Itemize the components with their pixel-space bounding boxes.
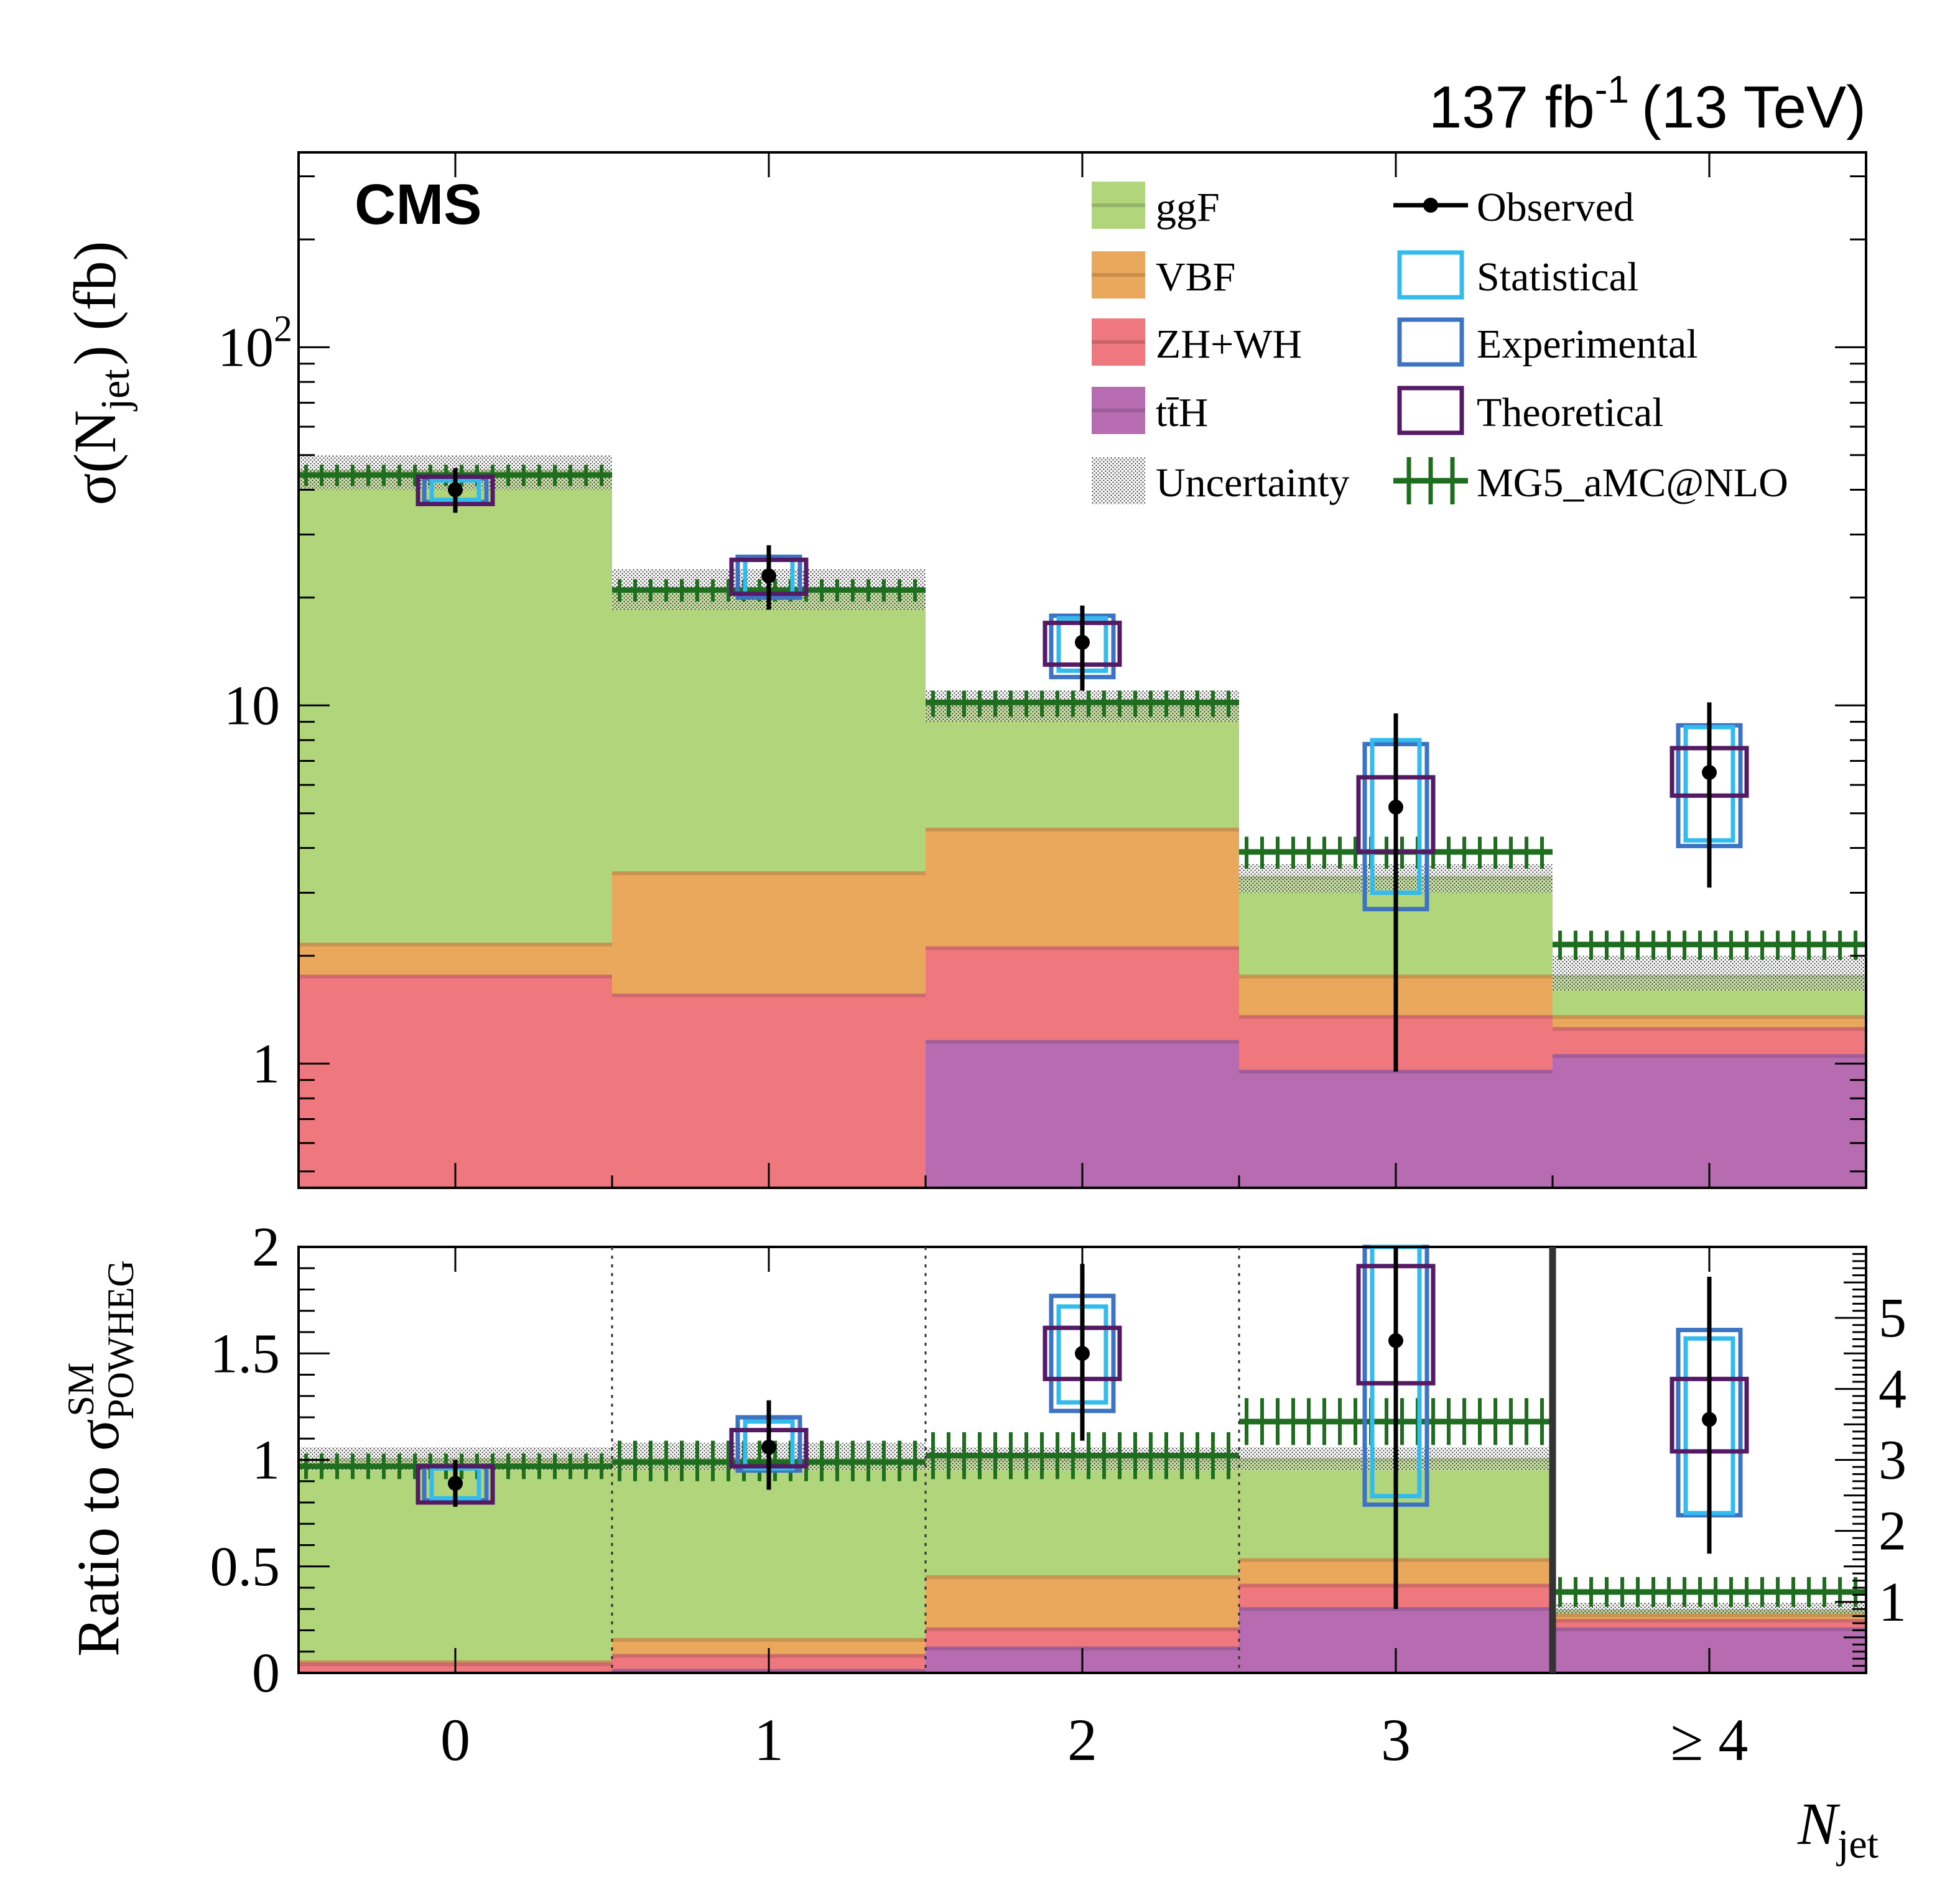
bottom-stack (299, 1458, 1866, 1673)
legend-label-ZHWH: ZH+WH (1156, 322, 1302, 367)
legend-label-statistical: Statistical (1477, 254, 1638, 300)
observed-point-bin-3 (1388, 799, 1403, 815)
top-axes: 1 10 102 (218, 152, 1866, 1188)
legend-swatch-uncertainty (1092, 457, 1145, 504)
bottom-axes: 0 0.5 1 1.5 2 1 2 3 4 5 0 1 2 3 ≥ 4 (210, 1216, 1907, 1773)
x-tick-label-4: ≥ 4 (1671, 1706, 1749, 1773)
lumi-exponent: -1 (1595, 68, 1629, 111)
bottom-y-tick-label-3: 1.5 (210, 1323, 281, 1384)
energy-label: (13 TeV) (1642, 74, 1866, 141)
legend-label-VBF: VBF (1156, 254, 1235, 300)
right-axis-tick-label-3: 4 (1879, 1358, 1907, 1420)
uncertainty-band-bin-4 (1553, 1602, 1866, 1614)
stack-ggF-bin-1 (612, 1460, 926, 1673)
legend-swatch-theoretical (1397, 386, 1464, 435)
legend-label-observed: Observed (1477, 185, 1634, 230)
legend-swatch-statistical (1397, 250, 1464, 300)
right-axis-tick-label-4: 5 (1879, 1287, 1907, 1349)
legend-label-unc: Uncertainty (1156, 460, 1350, 506)
bottom-observed (416, 1244, 1749, 1609)
observed-point-bin-0 (448, 482, 463, 498)
x-tick-label-0: 0 (440, 1706, 470, 1773)
bottom-y-tick-label-4: 2 (252, 1216, 280, 1278)
bottom-y-axis-label: Ratio to σSMPOWHEG (60, 1260, 141, 1657)
x-tick-label-2: 2 (1067, 1706, 1097, 1773)
top-panel: 1 10 102 CMS ggF VBF ZH+WH tt̄H Uncertainty Obs… (62, 151, 1867, 1189)
legend-label-mg5: MG5_aMC@NLO (1477, 460, 1788, 506)
bottom-y-tick-label-2: 1 (252, 1430, 280, 1491)
observed-point-bin-1 (761, 1439, 776, 1455)
legend: ggF VBF ZH+WH tt̄H Uncertainty Observed Statis… (1092, 182, 1788, 506)
top-y-axis-label: σ(Njet) (fb) (62, 241, 138, 506)
right-axis-tick-label-0: 1 (1879, 1572, 1907, 1633)
lumi-label: 137 fb-1 (13 TeV) (1429, 68, 1866, 141)
bottom-y-tick-label-0: 0 (252, 1642, 280, 1704)
right-axis-tick-label-2: 3 (1879, 1430, 1907, 1491)
top-y-tick-label-0: 1 (252, 1033, 280, 1095)
x-tick-label-1: 1 (754, 1706, 784, 1773)
observed-point-bin-3 (1388, 1333, 1403, 1348)
legend-swatch-observed-dot (1423, 198, 1438, 213)
stack-ZHWH-bin-1 (612, 995, 926, 1188)
observed-point-bin-4 (1702, 1412, 1717, 1427)
lumi-value: 137 fb (1429, 74, 1595, 141)
top-y-tick-label-1: 10 (224, 675, 280, 736)
bottom-panel: 0 0.5 1 1.5 2 1 2 3 4 5 0 1 2 3 ≥ 4 Ratio to σSMPOWHEG… (60, 1216, 1907, 1867)
uncertainty-band-bin-2 (926, 1447, 1239, 1471)
cms-label: CMS (355, 173, 481, 236)
observed-point-bin-2 (1075, 1346, 1090, 1361)
observed-point-bin-4 (1702, 765, 1717, 780)
uncertainty-band-bin-4 (1553, 955, 1866, 991)
observed-point-bin-2 (1075, 634, 1090, 650)
uncertainty-band-bin-2 (926, 690, 1239, 722)
observed-point-bin-0 (448, 1476, 463, 1491)
stack-ZHWH-bin-0 (299, 976, 612, 1188)
bottom-y-tick-label-1: 0.5 (210, 1536, 281, 1598)
x-axis-label: Njet (1797, 1790, 1879, 1867)
observed-point-bin-1 (761, 568, 776, 583)
legend-label-experimental: Experimental (1477, 322, 1698, 367)
top-y-tick-label-2: 102 (218, 308, 292, 378)
legend-label-ttH: tt̄H (1156, 390, 1208, 435)
top-observed (416, 468, 1749, 1072)
right-axis-tick-label-1: 2 (1879, 1501, 1907, 1562)
top-mg5-prediction (299, 465, 1866, 960)
legend-label-theoretical: Theoretical (1477, 390, 1663, 435)
legend-label-ggF: ggF (1156, 185, 1220, 230)
top-stack (299, 470, 1866, 1188)
x-tick-label-3: 3 (1381, 1706, 1411, 1773)
legend-swatch-experimental (1397, 317, 1464, 367)
